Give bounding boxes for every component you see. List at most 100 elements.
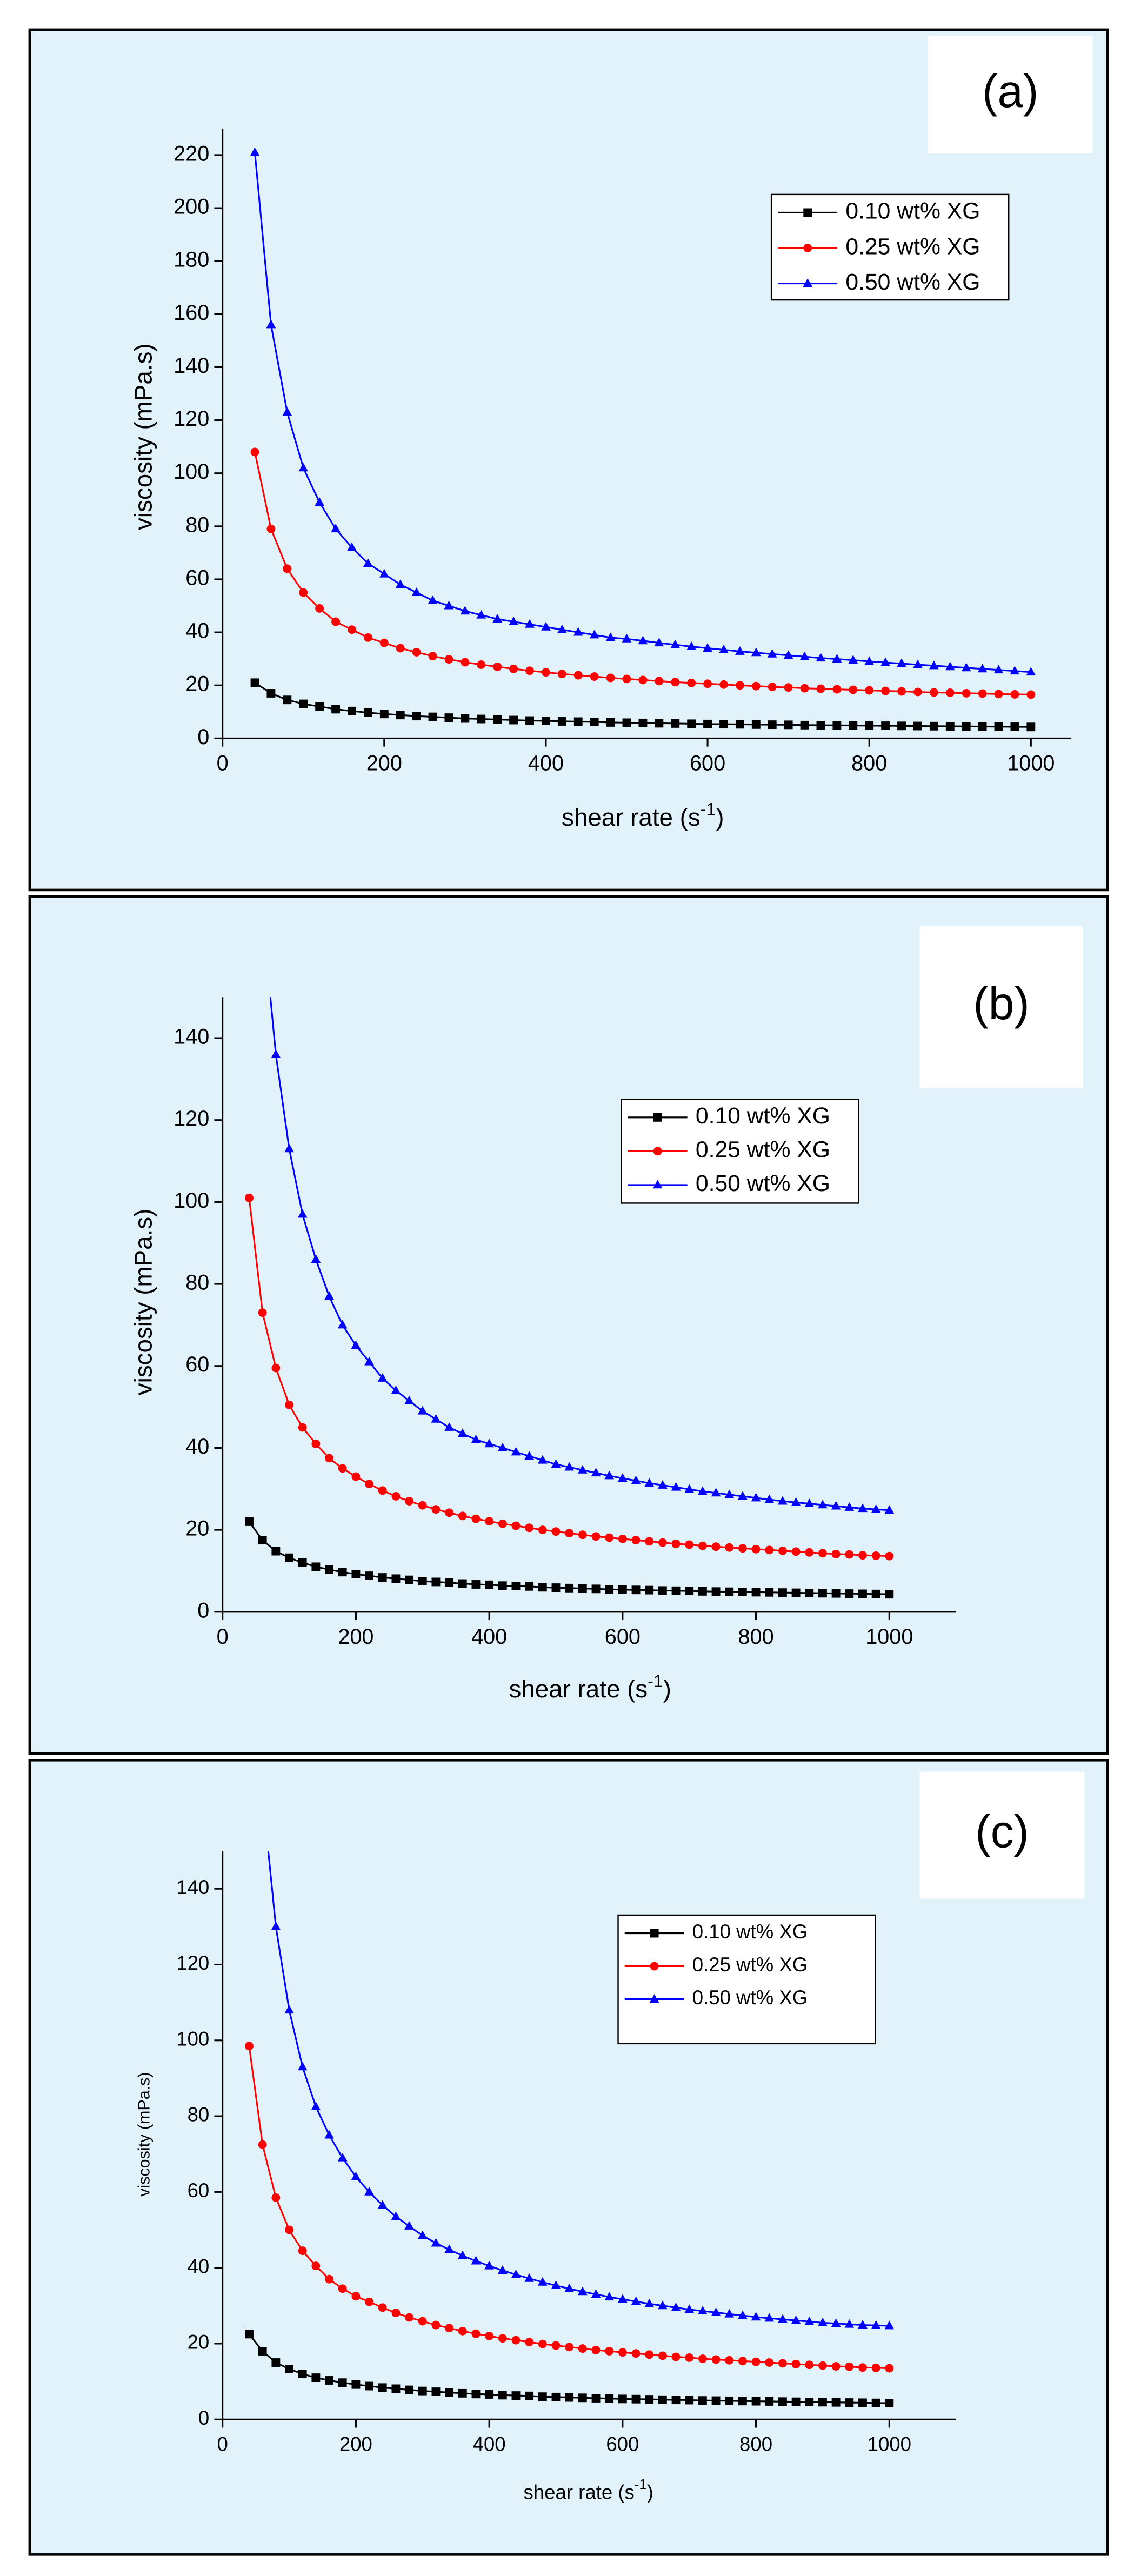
marker bbox=[711, 2307, 721, 2316]
marker bbox=[671, 1586, 681, 1595]
marker bbox=[311, 2102, 321, 2110]
marker bbox=[961, 663, 971, 672]
marker bbox=[391, 2211, 401, 2220]
marker bbox=[573, 717, 583, 726]
marker bbox=[765, 2397, 774, 2406]
marker bbox=[315, 604, 324, 613]
marker bbox=[565, 1583, 574, 1593]
marker bbox=[831, 1549, 841, 1558]
marker bbox=[471, 1514, 481, 1523]
marker bbox=[379, 638, 389, 647]
marker bbox=[285, 2225, 293, 2234]
marker bbox=[338, 1464, 347, 1473]
marker bbox=[658, 2300, 668, 2310]
marker bbox=[818, 1500, 828, 1509]
marker bbox=[831, 1589, 841, 1598]
marker bbox=[719, 645, 729, 653]
marker bbox=[245, 1517, 254, 1526]
marker bbox=[525, 716, 534, 725]
marker bbox=[573, 627, 583, 636]
marker bbox=[738, 1544, 747, 1553]
marker bbox=[493, 662, 502, 671]
marker bbox=[832, 685, 842, 694]
marker bbox=[405, 2385, 414, 2394]
y-tick-label: 40 bbox=[185, 1435, 209, 1458]
marker bbox=[865, 686, 874, 695]
marker bbox=[285, 2365, 293, 2373]
marker bbox=[557, 624, 567, 633]
marker bbox=[645, 1537, 654, 1546]
marker bbox=[379, 568, 389, 578]
marker bbox=[1010, 690, 1019, 699]
marker bbox=[606, 673, 615, 683]
marker bbox=[631, 1475, 641, 1484]
marker bbox=[428, 652, 437, 661]
marker bbox=[711, 1488, 721, 1497]
marker bbox=[411, 587, 422, 596]
marker bbox=[325, 1565, 333, 1574]
marker bbox=[299, 699, 308, 708]
marker bbox=[818, 1549, 827, 1558]
marker bbox=[498, 2334, 507, 2343]
marker bbox=[658, 1538, 667, 1547]
marker bbox=[258, 2347, 267, 2356]
panel-label: (b) bbox=[973, 978, 1029, 1029]
marker bbox=[885, 1551, 894, 1561]
marker bbox=[431, 2320, 441, 2330]
marker bbox=[725, 2396, 734, 2405]
marker bbox=[871, 2320, 881, 2329]
marker bbox=[871, 1504, 881, 1513]
legend-label: 0.25 wt% XG bbox=[696, 1137, 830, 1163]
marker bbox=[631, 2349, 641, 2358]
legend-label: 0.10 wt% XG bbox=[692, 1921, 808, 1943]
x-axis-label: shear rate (s-1) bbox=[509, 1671, 671, 1703]
marker bbox=[685, 1540, 694, 1549]
marker bbox=[897, 658, 906, 667]
marker bbox=[606, 718, 615, 727]
marker bbox=[671, 2302, 681, 2311]
marker bbox=[351, 1472, 361, 1481]
marker bbox=[551, 2280, 561, 2290]
x-tick-label: 600 bbox=[606, 2433, 639, 2455]
marker bbox=[684, 1484, 695, 1493]
marker bbox=[525, 666, 534, 675]
marker bbox=[858, 2363, 867, 2372]
marker bbox=[458, 1511, 467, 1521]
marker bbox=[484, 2260, 494, 2270]
marker bbox=[525, 2391, 534, 2400]
marker bbox=[379, 710, 389, 719]
legend-label: 0.50 wt% XG bbox=[696, 1170, 830, 1196]
marker bbox=[751, 1544, 761, 1554]
marker bbox=[703, 719, 712, 728]
marker bbox=[283, 695, 292, 705]
panel-background bbox=[28, 28, 1109, 892]
marker bbox=[418, 1576, 427, 1585]
marker bbox=[298, 2246, 307, 2256]
marker bbox=[605, 2394, 614, 2403]
marker bbox=[698, 1587, 707, 1596]
marker bbox=[767, 648, 777, 658]
marker bbox=[325, 2376, 333, 2385]
marker bbox=[331, 617, 340, 626]
marker bbox=[844, 1502, 855, 1511]
marker bbox=[299, 588, 308, 597]
marker bbox=[671, 1539, 681, 1548]
marker bbox=[315, 702, 324, 711]
marker bbox=[578, 2393, 587, 2403]
marker bbox=[565, 2343, 574, 2352]
marker bbox=[805, 1588, 814, 1597]
marker bbox=[511, 2336, 521, 2345]
marker bbox=[524, 2273, 534, 2282]
marker bbox=[458, 2388, 467, 2398]
marker bbox=[578, 2344, 587, 2353]
marker bbox=[461, 658, 470, 667]
marker bbox=[658, 2395, 667, 2404]
marker bbox=[929, 660, 939, 670]
marker bbox=[803, 208, 812, 217]
marker bbox=[994, 722, 1003, 731]
marker bbox=[645, 2350, 654, 2359]
marker bbox=[649, 1994, 659, 2003]
marker bbox=[845, 1550, 854, 1559]
marker bbox=[471, 1434, 481, 1443]
